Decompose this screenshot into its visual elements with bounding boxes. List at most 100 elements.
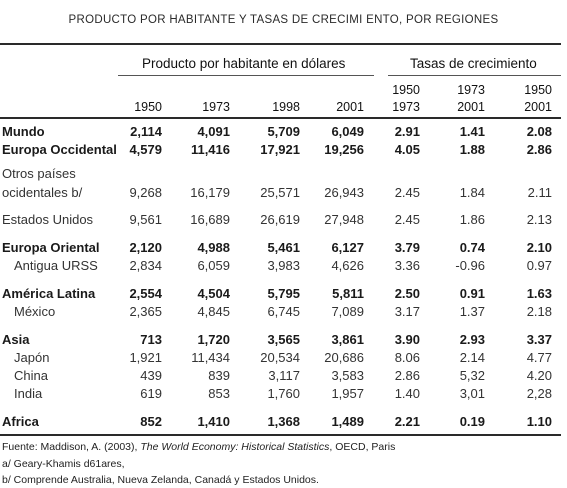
- row-label: China: [14, 368, 48, 383]
- cell-growth-1950-1973: 2.45: [394, 185, 420, 200]
- cell-gdp-2001: 6,127: [331, 240, 364, 255]
- cell-growth-1973-2001: 0.74: [459, 240, 485, 255]
- cell-growth-1973-2001: 1.84: [459, 185, 485, 200]
- table-row: India 619 853 1,760 1,957 1.40 3,01 2,28: [0, 386, 561, 402]
- cell-gdp-1950: 2,120: [129, 240, 162, 255]
- cell-gdp-1998: 26,619: [260, 212, 300, 227]
- cell-gdp-1973: 16,689: [190, 212, 230, 227]
- cell-gdp-1950: 713: [140, 332, 162, 347]
- col-header-growth2-to: 2001: [457, 100, 485, 114]
- table-row: China 439 839 3,117 3,583 2.86 5,32 4.20: [0, 368, 561, 384]
- footnote-source: Fuente: Maddison, A. (2003), The World E…: [2, 441, 395, 453]
- cell-gdp-1998: 3,565: [267, 332, 300, 347]
- row-label: Africa: [2, 414, 39, 429]
- row-label: Asia: [2, 332, 30, 347]
- cell-growth-1950-2001: 2.11: [527, 185, 552, 200]
- cell-growth-1973-2001: 5,32: [459, 368, 485, 383]
- table-row: Japón 1,921 11,434 20,534 20,686 8.06 2.14 4.77: [0, 350, 561, 366]
- top-rule: [0, 43, 561, 45]
- gdp-group-underline: [118, 75, 374, 76]
- cell-growth-1950-2001: 2.13: [526, 212, 552, 227]
- cell-gdp-2001: 3,583: [331, 368, 364, 383]
- table-row: Otros países ocidentales b/9,268 16,179 25,…: [0, 166, 561, 200]
- cell-gdp-1973: 6,059: [197, 258, 230, 273]
- cell-growth-1950-2001: 3.37: [526, 332, 552, 347]
- table-row: Mundo 2,114 4,091 5,709 6,049 2.91 1.41 2.08: [0, 124, 561, 140]
- cell-gdp-1950: 852: [140, 414, 162, 429]
- cell-gdp-1973: 853: [208, 386, 230, 401]
- cell-gdp-2001: 26,943: [324, 185, 364, 200]
- cell-growth-1950-1973: 2.45: [394, 212, 420, 227]
- cell-growth-1950-2001: 2.08: [526, 124, 552, 139]
- growth-group-underline: [388, 75, 561, 76]
- header-gdp-group: Producto por habitante en dólares: [142, 56, 346, 71]
- row-label: India: [14, 386, 43, 401]
- table-row: Antigua URSS 2,834 6,059 3,983 4,626 3.36 -0.9…: [0, 258, 561, 274]
- cell-gdp-1950: 9,561: [129, 212, 162, 227]
- col-header-growth3-from: 1950: [524, 83, 552, 97]
- cell-growth-1950-1973: 3.17: [394, 304, 420, 319]
- cell-gdp-1973: 4,091: [197, 124, 230, 139]
- cell-gdp-1998: 3,983: [267, 258, 300, 273]
- header-growth-group: Tasas de crecimiento: [410, 56, 537, 71]
- cell-gdp-2001: 7,089: [331, 304, 364, 319]
- cell-gdp-1998: 5,461: [267, 240, 300, 255]
- cell-gdp-2001: 1,489: [331, 414, 364, 429]
- footnote-b: b/ Comprende Australia, Nueva Zelanda, C…: [2, 474, 319, 486]
- cell-growth-1973-2001: 1.41: [459, 124, 485, 139]
- row-label: Antigua URSS: [14, 258, 98, 273]
- cell-growth-1950-2001: 4.77: [526, 350, 552, 365]
- cell-growth-1950-2001: 0.97: [526, 258, 552, 273]
- source-suffix: , OECD, Paris: [329, 441, 396, 453]
- cell-growth-1973-2001: 1.88: [459, 142, 485, 157]
- cell-growth-1950-1973: 2.91: [394, 124, 420, 139]
- header-rule: [0, 117, 561, 119]
- cell-gdp-1950: 1,921: [129, 350, 162, 365]
- cell-gdp-2001: 4,626: [331, 258, 364, 273]
- cell-gdp-1998: 1,368: [267, 414, 300, 429]
- source-title: The World Economy: Historical Statistics: [140, 441, 330, 453]
- cell-growth-1950-2001: 2.10: [526, 240, 552, 255]
- table-row: Estados Unidos 9,561 16,689 26,619 27,948 2.4…: [0, 212, 561, 228]
- col-header-1950: 1950: [134, 100, 162, 114]
- cell-gdp-1998: 17,921: [260, 142, 300, 157]
- cell-growth-1973-2001: 0.91: [459, 286, 485, 301]
- cell-gdp-1973: 16,179: [190, 185, 230, 200]
- cell-gdp-1998: 3,117: [268, 368, 300, 383]
- table-row: Europa Occidental 4,579 11,416 17,921 19,256…: [0, 142, 561, 158]
- cell-growth-1950-1973: 8.06: [394, 350, 420, 365]
- col-header-growth3-to: 2001: [524, 100, 552, 114]
- col-header-growth2-from: 1973: [457, 83, 485, 97]
- cell-growth-1950-1973: 3.36: [394, 258, 420, 273]
- cell-growth-1950-1973: 4.05: [394, 142, 420, 157]
- cell-gdp-1998: 1,760: [267, 386, 300, 401]
- cell-gdp-2001: 1,957: [331, 386, 364, 401]
- cell-gdp-1950: 2,554: [129, 286, 162, 301]
- cell-growth-1973-2001: 1.37: [459, 304, 485, 319]
- cell-gdp-1973: 1,720: [197, 332, 230, 347]
- cell-growth-1950-2001: 4.20: [526, 368, 552, 383]
- cell-growth-1950-1973: 3.90: [394, 332, 420, 347]
- source-prefix: Fuente: Maddison, A. (2003),: [2, 441, 141, 453]
- cell-gdp-1998: 6,745: [267, 304, 300, 319]
- cell-growth-1950-2001: 2.86: [526, 142, 552, 157]
- row-label: Estados Unidos: [2, 212, 94, 227]
- cell-gdp-2001: 5,811: [332, 286, 364, 301]
- cell-gdp-1973: 11,434: [191, 350, 230, 365]
- row-label: Japón: [14, 350, 50, 365]
- cell-gdp-2001: 6,049: [331, 124, 364, 139]
- row-label: Europa Occidental: [2, 142, 117, 157]
- cell-gdp-1950: 9,268: [129, 185, 162, 200]
- cell-gdp-2001: 27,948: [324, 212, 364, 227]
- table-row: Africa 852 1,410 1,368 1,489 2.21 0.19 1.10: [0, 414, 561, 430]
- table-title: PRODUCTO POR HABITANTE Y TASAS DE CRECIM…: [68, 14, 499, 26]
- cell-gdp-1998: 5,795: [267, 286, 300, 301]
- bottom-rule: [0, 434, 561, 436]
- cell-growth-1973-2001: 1.86: [459, 212, 485, 227]
- cell-gdp-2001: 3,861: [331, 332, 364, 347]
- cell-gdp-1950: 2,365: [129, 304, 162, 319]
- cell-growth-1973-2001: 2.93: [459, 332, 485, 347]
- row-label: Mundo: [2, 124, 45, 139]
- table-row: Europa Oriental 2,120 4,988 5,461 6,127 3.79 0…: [0, 240, 561, 256]
